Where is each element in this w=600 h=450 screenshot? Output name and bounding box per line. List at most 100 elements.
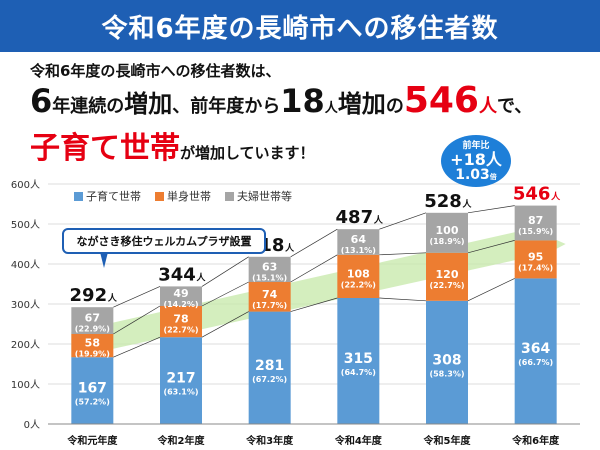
- bubble-increase: +18人: [450, 149, 502, 169]
- legend-item-couple: 夫婦世帯等: [225, 188, 292, 204]
- bar-share-label: (22.7%): [429, 281, 464, 290]
- bar-segment: [160, 337, 202, 424]
- bar-segment: [71, 357, 114, 424]
- bar-share-label: (17.7%): [252, 301, 287, 310]
- bar-segment: [71, 334, 114, 358]
- bar-segment: [426, 252, 468, 301]
- yoy-bubble: 前年比 +18人 1.03倍: [441, 135, 511, 187]
- bar-segment: [337, 229, 380, 255]
- bar-share-label: (13.1%): [341, 246, 376, 255]
- bubble-caption: 前年比: [462, 140, 490, 151]
- total-unit-label: 人: [461, 198, 472, 210]
- total-unit-label: 人: [550, 191, 561, 203]
- bar-segment: [248, 256, 291, 282]
- bar-value-label: 58: [85, 337, 100, 350]
- summary-emphasis: 増加: [124, 90, 173, 118]
- bar-segment: [337, 254, 380, 298]
- bar-value-label: 281: [255, 358, 284, 374]
- bar-share-label: (64.7%): [341, 368, 376, 377]
- summary-line-2: 6年連続の増加、前年度から18人増加の546人で、: [30, 80, 532, 121]
- legend-label: 子育て世帯: [86, 190, 141, 203]
- summary-emphasis: 増加: [337, 90, 386, 118]
- y-tick-label: 200人: [11, 339, 40, 351]
- bar-segment: [514, 278, 557, 424]
- y-tick-label: 600人: [11, 179, 40, 191]
- bar-value-label: 167: [78, 381, 107, 397]
- bar-share-label: (66.7%): [518, 358, 553, 367]
- bar-value-label: 95: [528, 250, 543, 263]
- connector-line: [379, 212, 427, 230]
- bar-segment: [160, 286, 202, 306]
- bar-share-label: (15.1%): [252, 273, 287, 282]
- bar-segment: [514, 205, 557, 241]
- legend-swatch-single: [155, 191, 164, 201]
- bubble-ratio: 1.03倍: [455, 166, 497, 185]
- increase-count: 18: [280, 82, 325, 120]
- connector-line: [467, 240, 515, 254]
- bar-share-label: (18.9%): [429, 237, 464, 246]
- bar-value-label: 308: [432, 352, 461, 368]
- total-label: 344: [158, 264, 196, 285]
- bar-value-label: 217: [166, 371, 195, 387]
- legend-label: 単身世帯: [167, 190, 211, 203]
- total-label: 487: [336, 207, 374, 228]
- summary-line-1: 令和6年度の長崎市への移住者数は、: [30, 62, 281, 80]
- summary-line-3: 子育て世帯が増加しています！: [30, 123, 315, 167]
- x-category-label: 令和3年度: [245, 434, 294, 447]
- summary-text: 年連続の: [52, 96, 125, 117]
- bar-value-label: 64: [351, 233, 367, 246]
- y-tick-label: 0人: [24, 419, 40, 431]
- x-category-label: 令和5年度: [423, 434, 472, 447]
- total-unit: 人: [478, 96, 497, 117]
- y-tick-label: 400人: [11, 259, 40, 271]
- x-category-label: 令和4年度: [334, 434, 383, 447]
- bar-share-label: (15.9%): [518, 227, 553, 236]
- connector-line: [467, 278, 515, 302]
- summary-text: が増加しています！: [180, 144, 315, 162]
- bubble-ratio-value: 1.03: [455, 166, 490, 183]
- child-household-highlight: 子育て世帯: [30, 131, 180, 166]
- connector-line: [467, 205, 515, 214]
- bar-value-label: 120: [436, 268, 459, 281]
- total-unit-label: 人: [107, 292, 118, 304]
- callout-pointer: [100, 252, 108, 268]
- welcome-plaza-callout: ながさき移住ウェルカムプラザ設置: [62, 228, 266, 254]
- y-tick-label: 100人: [11, 379, 40, 391]
- y-tick-label: 500人: [11, 219, 40, 231]
- bubble-ratio-unit: 倍: [489, 172, 497, 181]
- bar-value-label: 100: [436, 224, 459, 237]
- bar-share-label: (14.2%): [163, 300, 198, 309]
- x-category-label: 令和6年度: [511, 434, 560, 447]
- total-unit-label: 人: [284, 242, 295, 254]
- bar-value-label: 315: [344, 351, 373, 367]
- bar-value-label: 108: [347, 267, 370, 280]
- connector-line: [113, 286, 161, 308]
- total-label: 546: [513, 184, 551, 205]
- bar-share-label: (19.9%): [75, 350, 110, 359]
- legend-swatch-child: [74, 191, 83, 201]
- connector-line: [290, 228, 338, 258]
- bar-segment: [248, 311, 291, 424]
- page-title: 令和6年度の長崎市への移住者数: [0, 0, 600, 52]
- total-unit-label: 人: [195, 271, 206, 283]
- bar-value-label: 74: [262, 288, 278, 301]
- summary-text: の: [385, 96, 404, 117]
- connector-line: [113, 336, 161, 358]
- y-tick-label: 300人: [11, 299, 40, 311]
- bar-share-label: (17.4%): [518, 263, 553, 272]
- total-label: 292: [70, 285, 108, 306]
- bar-share-label: (63.1%): [163, 388, 198, 397]
- connector-line: [113, 305, 161, 335]
- bar-segment: [160, 306, 202, 338]
- bar-segment: [514, 240, 557, 279]
- summary-text: 、前年度から: [172, 96, 281, 117]
- connector-line: [379, 252, 427, 256]
- bar-value-label: 67: [85, 312, 100, 325]
- bar-value-label: 364: [521, 341, 550, 357]
- bar-share-label: (67.2%): [252, 375, 287, 384]
- connector-line: [201, 281, 249, 307]
- legend-label: 夫婦世帯等: [237, 190, 292, 203]
- bar-segment: [426, 300, 468, 424]
- total-label: 528: [424, 191, 462, 212]
